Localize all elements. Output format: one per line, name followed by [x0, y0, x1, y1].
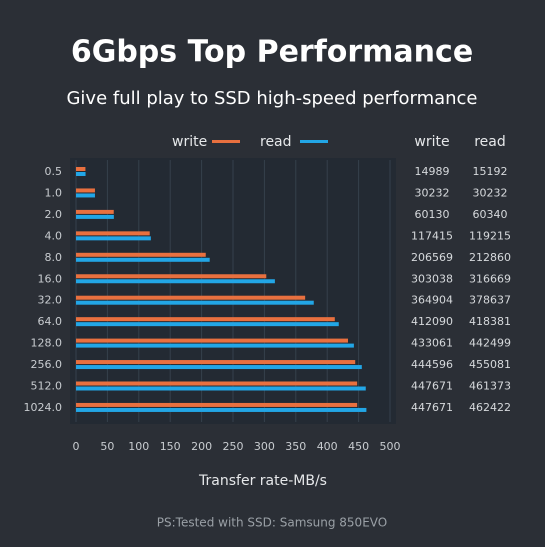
table-cell: 212860 [469, 251, 511, 264]
table-cell: 412090 [411, 315, 453, 328]
bar [76, 360, 356, 365]
y-tick-label: 2.0 [45, 208, 63, 221]
table-cell: 378637 [469, 294, 511, 307]
x-tick-label: 50 [100, 440, 114, 453]
bar [76, 214, 114, 219]
bar [76, 338, 348, 343]
bar [76, 300, 314, 305]
x-tick-label: 400 [317, 440, 338, 453]
table-cell: 444596 [411, 358, 453, 371]
bar [76, 402, 358, 407]
bar [76, 193, 95, 198]
bar [76, 236, 151, 241]
table-cell: 433061 [411, 337, 453, 350]
y-tick-label: 8.0 [45, 251, 63, 264]
table-cell: 303038 [411, 272, 453, 285]
bar [76, 274, 267, 279]
bar [76, 381, 358, 386]
bar [76, 188, 95, 193]
title: 6Gbps Top Performance [71, 35, 473, 70]
bar [76, 279, 275, 284]
note: PS:Tested with SSD: Samsung 850EVO [157, 516, 387, 530]
table-cell: 117415 [411, 229, 453, 242]
table-cell: 447671 [411, 380, 453, 393]
x-tick-label: 450 [348, 440, 369, 453]
table-cell: 119215 [469, 229, 511, 242]
x-tick-label: 500 [380, 440, 401, 453]
bar [76, 172, 86, 176]
bar [76, 209, 114, 214]
legend-label: read [260, 134, 292, 150]
x-tick-label: 250 [223, 440, 244, 453]
bar [76, 365, 362, 370]
table-cell: 447671 [411, 401, 453, 414]
y-tick-label: 1024.0 [24, 401, 63, 414]
table-cell: 30232 [415, 186, 450, 199]
bar [76, 295, 306, 300]
bar [76, 322, 339, 327]
y-tick-label: 16.0 [38, 272, 63, 285]
y-tick-label: 64.0 [38, 315, 63, 328]
table-header: write [414, 134, 449, 150]
legend-label: write [172, 134, 207, 150]
bar [76, 167, 86, 171]
table-cell: 462422 [469, 401, 511, 414]
x-tick-label: 0 [73, 440, 80, 453]
table-cell: 206569 [411, 251, 453, 264]
bar [76, 407, 367, 412]
bar [76, 257, 210, 262]
bar [76, 343, 354, 348]
table-cell: 60130 [415, 208, 450, 221]
table-cell: 316669 [469, 272, 511, 285]
legend-swatch [212, 140, 240, 143]
subtitle: Give full play to SSD high-speed perform… [66, 88, 477, 109]
y-tick-label: 128.0 [31, 337, 63, 350]
y-tick-label: 1.0 [45, 186, 63, 199]
table-cell: 60340 [473, 208, 508, 221]
table-cell: 418381 [469, 315, 511, 328]
x-tick-label: 100 [128, 440, 149, 453]
table-header: read [474, 134, 506, 150]
table-cell: 455081 [469, 358, 511, 371]
x-tick-label: 200 [191, 440, 212, 453]
legend-swatch [300, 140, 328, 143]
bar [76, 231, 150, 236]
y-tick-label: 4.0 [45, 229, 63, 242]
bar [76, 252, 206, 257]
table-cell: 442499 [469, 337, 511, 350]
bar [76, 317, 335, 322]
table-cell: 14989 [415, 165, 450, 178]
y-tick-label: 32.0 [38, 294, 63, 307]
table-cell: 15192 [473, 165, 508, 178]
x-tick-label: 350 [285, 440, 306, 453]
table-cell: 461373 [469, 380, 511, 393]
table-cell: 364904 [411, 294, 453, 307]
x-axis-label: Transfer rate-MB/s [198, 473, 327, 489]
y-tick-label: 256.0 [31, 358, 63, 371]
x-tick-label: 300 [254, 440, 275, 453]
x-tick-label: 150 [160, 440, 181, 453]
y-tick-label: 0.5 [45, 165, 63, 178]
table-cell: 30232 [473, 186, 508, 199]
y-tick-label: 512.0 [31, 380, 63, 393]
bar [76, 386, 366, 391]
